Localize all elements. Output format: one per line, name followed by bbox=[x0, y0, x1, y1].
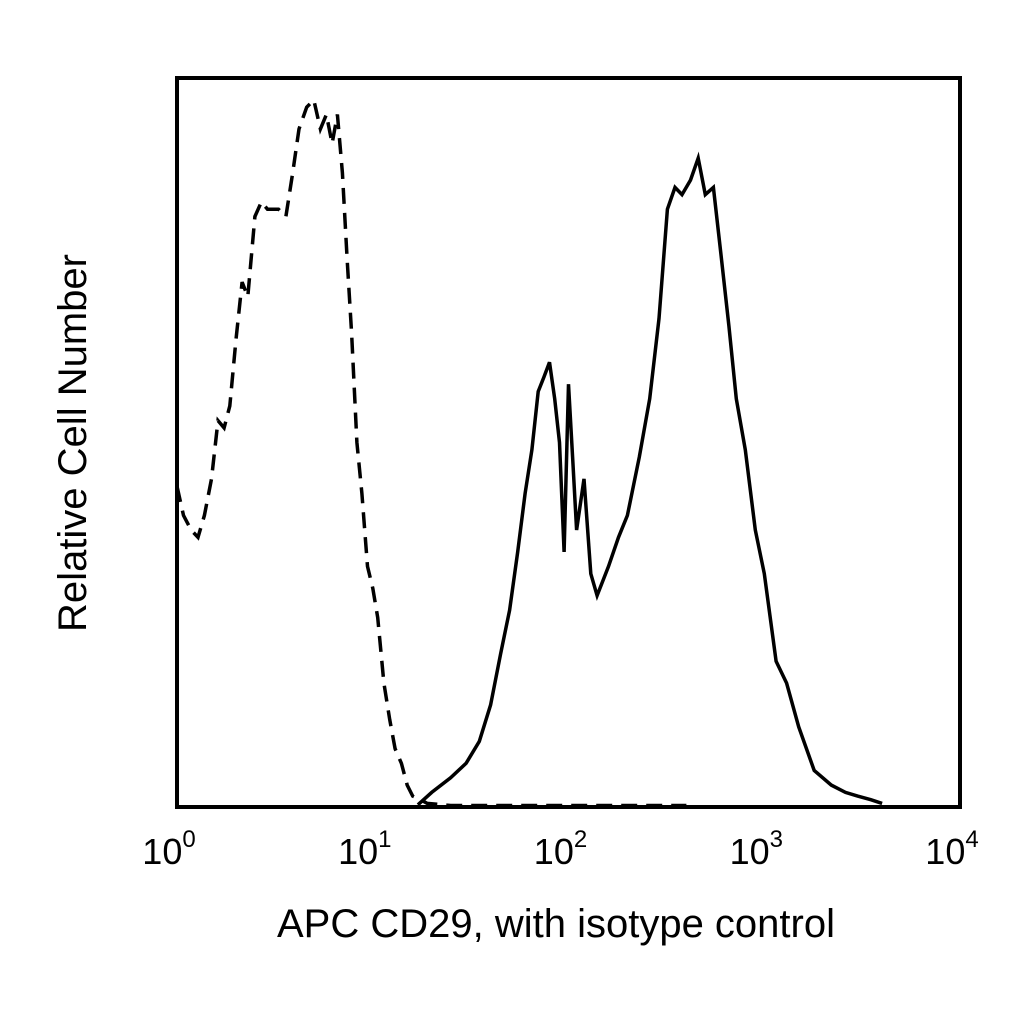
x-tick-labels: 100 101 102 103 104 bbox=[142, 826, 978, 872]
x-axis-label: APC CD29, with isotype control bbox=[277, 902, 835, 946]
y-axis-label: Relative Cell Number bbox=[51, 254, 95, 632]
x-tick-label: 102 bbox=[534, 826, 587, 872]
plot-frame bbox=[175, 76, 962, 809]
isotype-control-series-line bbox=[175, 96, 687, 808]
x-tick-label: 100 bbox=[142, 826, 195, 872]
series-layer bbox=[175, 96, 883, 808]
x-tick-label: 103 bbox=[730, 826, 783, 872]
x-tick-label: 104 bbox=[925, 826, 978, 872]
cd29-series-line bbox=[416, 151, 883, 807]
x-tick-label: 101 bbox=[338, 826, 391, 872]
